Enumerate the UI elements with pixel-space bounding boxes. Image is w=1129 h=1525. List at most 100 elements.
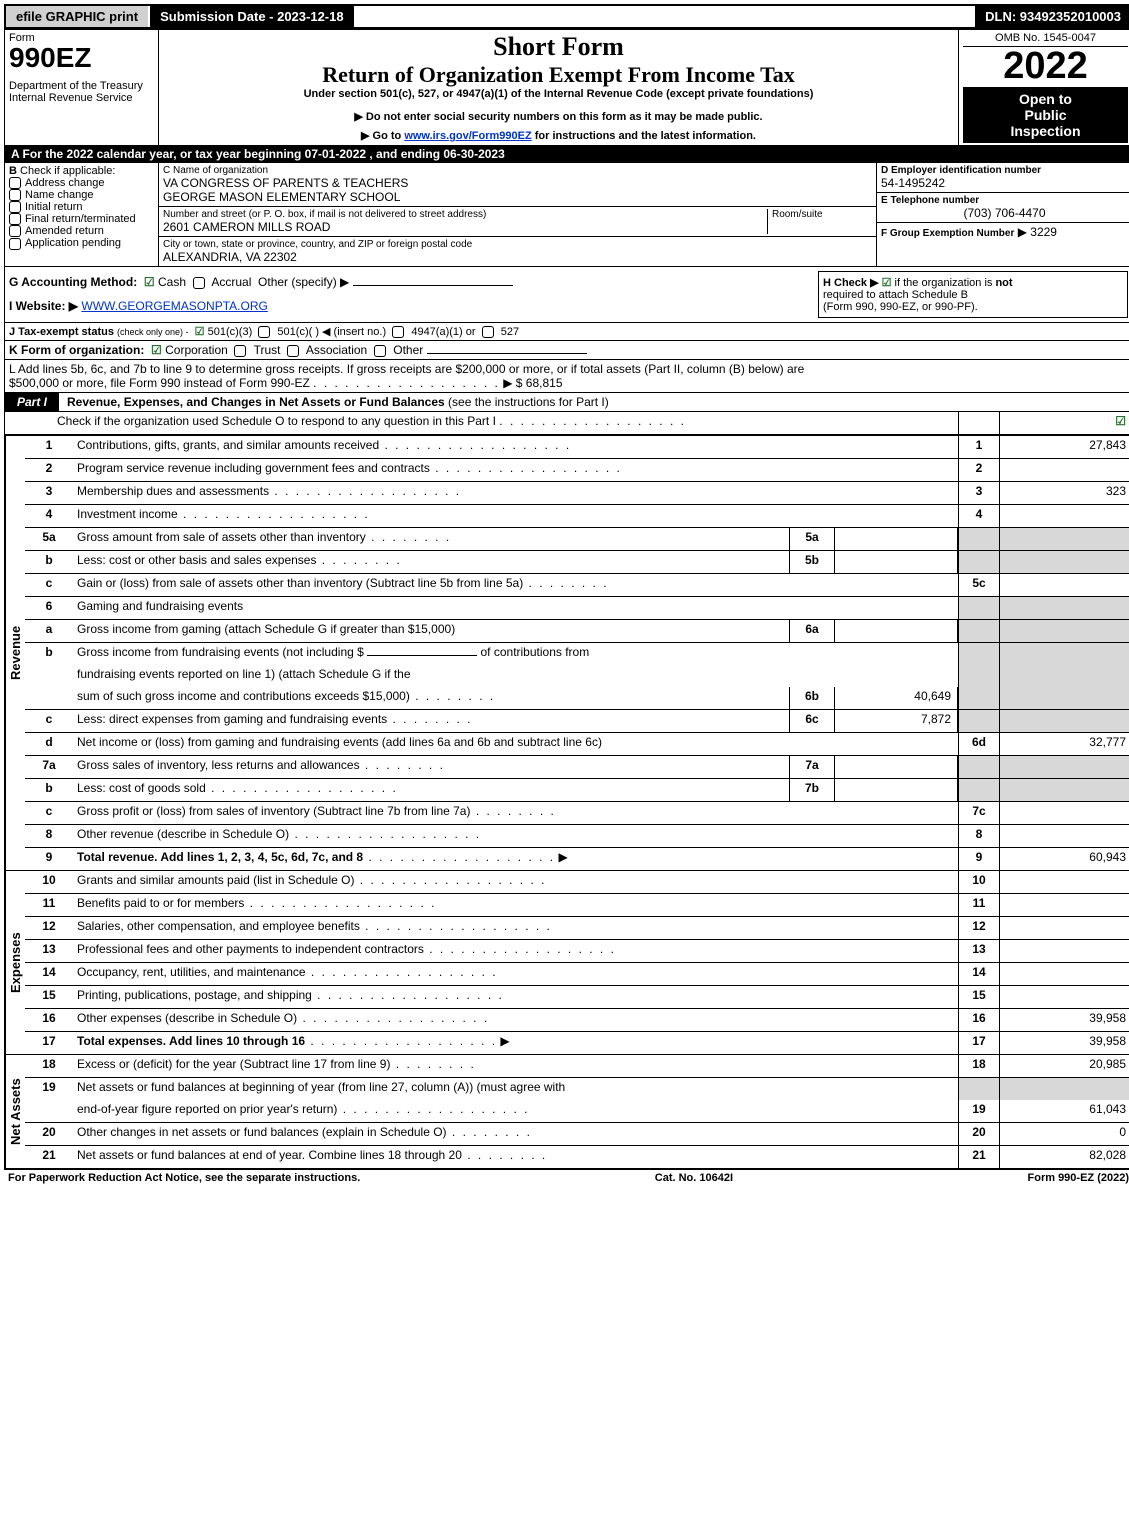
line-6a-mv	[835, 620, 958, 642]
j-527-check[interactable]	[482, 326, 494, 338]
cash-checkbox[interactable]: ☑	[144, 275, 155, 289]
k-trust-check[interactable]	[234, 345, 246, 357]
check-initial-return[interactable]: Initial return	[9, 201, 154, 213]
j-501c: 501(c)( ) ◀ (insert no.)	[277, 326, 386, 338]
line-6c-num: c	[25, 710, 73, 732]
line-8-value	[999, 825, 1129, 847]
line-2-value	[999, 459, 1129, 481]
h-box: H Check ▶ ☑ if the organization is not r…	[818, 271, 1128, 318]
line-6b-blank[interactable]	[367, 655, 477, 656]
line-19b-desc: end-of-year figure reported on prior yea…	[77, 1102, 337, 1116]
h-schedule-b: required to attach Schedule B	[823, 289, 1123, 301]
check-application-pending[interactable]: Application pending	[9, 237, 154, 249]
netassets-side-label: Net Assets	[5, 1055, 25, 1168]
k-other-input[interactable]	[427, 353, 587, 354]
efile-print-button[interactable]: efile GRAPHIC print	[6, 6, 148, 27]
irs-link[interactable]: www.irs.gov/Form990EZ	[404, 130, 531, 142]
line-19-rn: 19	[958, 1100, 999, 1122]
h-not: not	[995, 277, 1012, 289]
k-assoc-check[interactable]	[287, 345, 299, 357]
line-6b-rn3	[958, 687, 999, 709]
j-label: J Tax-exempt status	[9, 326, 114, 338]
line-1-desc: Contributions, gifts, grants, and simila…	[77, 438, 379, 452]
j-4947-check[interactable]	[392, 326, 404, 338]
other-specify-input[interactable]	[353, 285, 513, 286]
line-7b-rv	[999, 779, 1129, 801]
line-13: 13 Professional fees and other payments …	[25, 940, 1129, 963]
ein-value: 54-1495242	[881, 176, 1128, 190]
city-label: City or town, state or province, country…	[163, 239, 872, 250]
line-5c: c Gain or (loss) from sale of assets oth…	[25, 574, 1129, 597]
accrual-checkbox[interactable]	[193, 277, 205, 289]
line-19a-desc: Net assets or fund balances at beginning…	[73, 1078, 958, 1100]
form-frame: Form 990EZ Department of the Treasury In…	[4, 29, 1129, 1170]
line-6-desc: Gaming and fundraising events	[73, 597, 958, 619]
k-other-check[interactable]	[374, 345, 386, 357]
j-501c3-check[interactable]: ☑	[195, 326, 205, 338]
check-name-change[interactable]: Name change	[9, 189, 154, 201]
line-20: 20 Other changes in net assets or fund b…	[25, 1123, 1129, 1146]
line-8-rn: 8	[958, 825, 999, 847]
other-specify-label: Other (specify) ▶	[258, 275, 349, 289]
line-5a-rv	[999, 528, 1129, 550]
part1-schedule-o-check[interactable]: ☑	[1115, 414, 1126, 428]
line-19a-rn	[958, 1078, 999, 1100]
open-line3: Inspection	[967, 123, 1124, 139]
k-corp-check[interactable]: ☑	[151, 343, 162, 357]
line-12-rn: 12	[958, 917, 999, 939]
line-19-num: 19	[25, 1078, 73, 1100]
line-7a-desc: Gross sales of inventory, less returns a…	[77, 758, 360, 772]
section-b: B Check if applicable: Address change Na…	[5, 163, 159, 266]
accrual-label: Accrual	[211, 275, 251, 289]
l-dots	[313, 376, 500, 390]
line-21-desc: Net assets or fund balances at end of ye…	[77, 1148, 462, 1162]
line-1: 1 Contributions, gifts, grants, and simi…	[25, 436, 1129, 459]
line-2-rn: 2	[958, 459, 999, 481]
line-6b-rn2	[958, 665, 999, 687]
check-final-return[interactable]: Final return/terminated	[9, 213, 154, 225]
line-6a-rv	[999, 620, 1129, 642]
line-1-num: 1	[25, 436, 73, 458]
dept-treasury: Department of the Treasury	[9, 80, 154, 92]
line-10-num: 10	[25, 871, 73, 893]
line-5c-num: c	[25, 574, 73, 596]
line-6-num: 6	[25, 597, 73, 619]
line-19b: end-of-year figure reported on prior yea…	[25, 1100, 1129, 1123]
website-link[interactable]: WWW.GEORGEMASONPTA.ORG	[81, 299, 267, 313]
d-label: D Employer identification number	[881, 165, 1041, 176]
under-section: Under section 501(c), 527, or 4947(a)(1)…	[163, 88, 954, 100]
line-5a-num: 5a	[25, 528, 73, 550]
line-6c-mn: 6c	[789, 710, 835, 732]
line-3-value: 323	[999, 482, 1129, 504]
l-arrow: ▶	[503, 376, 512, 390]
line-20-desc: Other changes in net assets or fund bala…	[77, 1125, 447, 1139]
page-footer: For Paperwork Reduction Act Notice, see …	[4, 1170, 1129, 1186]
line-16-num: 16	[25, 1009, 73, 1031]
line-6b-p3: fundraising events reported on line 1) (…	[73, 665, 958, 687]
open-line2: Public	[967, 107, 1124, 123]
line-6c-mv: 7,872	[835, 710, 958, 732]
line-6d: d Net income or (loss) from gaming and f…	[25, 733, 1129, 756]
line-17-value: 39,958	[999, 1032, 1129, 1054]
j-501c-check[interactable]	[258, 326, 270, 338]
check-amended-return[interactable]: Amended return	[9, 225, 154, 237]
line-12-num: 12	[25, 917, 73, 939]
line-16: 16 Other expenses (describe in Schedule …	[25, 1009, 1129, 1032]
line-5c-rn: 5c	[958, 574, 999, 596]
line-15-value	[999, 986, 1129, 1008]
revenue-group: Revenue 1 Contributions, gifts, grants, …	[5, 435, 1129, 870]
line-6a: a Gross income from gaming (attach Sched…	[25, 620, 1129, 643]
check-address-change[interactable]: Address change	[9, 177, 154, 189]
line-2: 2 Program service revenue including gove…	[25, 459, 1129, 482]
line-6d-desc: Net income or (loss) from gaming and fun…	[73, 733, 958, 755]
bcd-block: B Check if applicable: Address change Na…	[5, 163, 1129, 267]
line-9: 9 Total revenue. Add lines 1, 2, 3, 4, 5…	[25, 848, 1129, 870]
line-7b-num: b	[25, 779, 73, 801]
section-d: D Employer identification number 54-1495…	[877, 163, 1129, 266]
h-checkbox[interactable]: ☑	[882, 277, 892, 289]
line-7c-rn: 7c	[958, 802, 999, 824]
line-6b-mv: 40,649	[835, 687, 958, 709]
line-5a-mv	[835, 528, 958, 550]
top-bar: efile GRAPHIC print Submission Date - 20…	[4, 4, 1129, 29]
line-13-desc: Professional fees and other payments to …	[77, 942, 424, 956]
